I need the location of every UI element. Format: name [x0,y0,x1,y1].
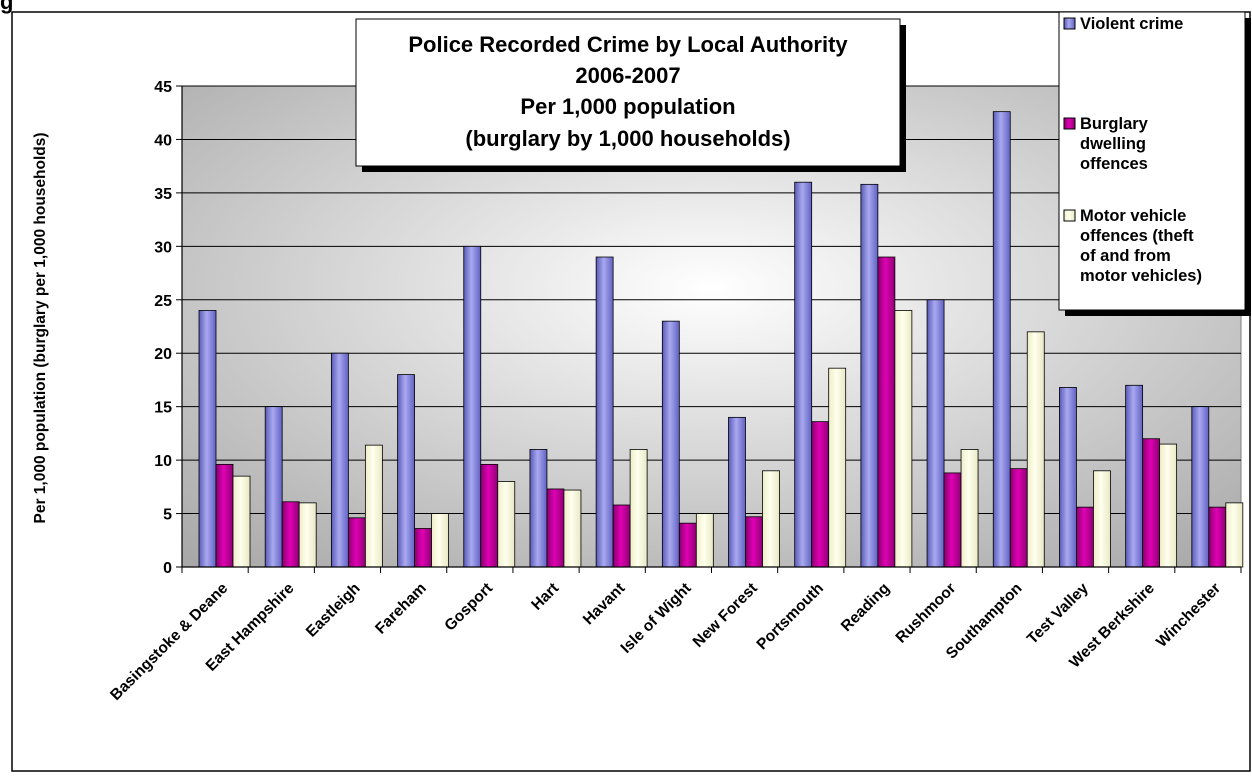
bar-motor [828,367,847,568]
legend-swatch-violent [1063,17,1076,30]
bar-violent [264,406,283,568]
bar-burglary [678,522,697,568]
bar-violent [794,181,813,568]
bar-burglary [877,256,896,568]
bar-burglary [546,488,565,568]
legend-label-burglary: Burglary [1080,115,1149,133]
legend-label-motor: offences (theft [1080,227,1194,245]
bar-burglary [612,504,631,568]
y-axis-label: Per 1,000 population (burglary per 1,000… [32,132,49,523]
bar-violent [463,245,482,568]
y-tick-label: 15 [154,400,172,417]
chart-title-line-4: (burglary by 1,000 households) [465,126,790,151]
bar-violent [330,352,349,568]
y-tick-label: 45 [154,79,172,96]
bar-motor [563,489,582,568]
bar-motor [497,481,516,568]
chart-title-box: Police Recorded Crime by Local Authority… [355,18,906,172]
bar-burglary [1142,438,1161,568]
bar-motor [1225,502,1244,568]
y-tick-label: 25 [154,293,172,310]
bar-motor [960,449,979,568]
legend-label-burglary: dwelling [1080,135,1146,153]
bar-motor [762,470,780,568]
bar-motor [431,513,449,568]
y-tick-label: 30 [154,239,172,256]
bar-violent [860,183,879,568]
bar-violent [529,449,548,568]
bar-burglary [281,501,300,568]
legend: Violent crime Burglary dwelling offences Mot… [1058,11,1251,316]
bar-burglary [1009,468,1028,568]
chart-title-line-3: Per 1,000 population [520,94,735,119]
bar-burglary [347,517,366,568]
legend-label-motor: motor vehicles) [1080,267,1202,285]
bar-burglary [414,528,432,568]
bar-motor [695,513,714,568]
legend-label-motor: of and from [1080,247,1171,265]
header-fragment: g [0,0,13,14]
bar-violent [1191,406,1210,568]
y-tick-label: 20 [154,346,172,363]
bar-burglary [480,463,499,568]
legend-swatch-burglary [1063,117,1076,130]
bar-violent [661,320,680,568]
chart-title-line-2: 2006-2007 [575,63,680,88]
bar-violent [728,416,746,568]
bar-burglary [1076,506,1094,568]
bar-motor [1093,470,1111,568]
bar-violent [992,111,1011,568]
axes [176,85,1242,573]
bar-violent [198,310,217,568]
y-tick-label: 35 [154,186,172,203]
bar-burglary [215,463,234,568]
bar-burglary [811,421,830,568]
legend-swatch-motor [1063,209,1076,222]
bar-burglary [745,516,763,568]
y-tick-label: 40 [154,132,172,149]
y-tick-labels: 0 5 10 15 20 25 30 35 40 45 [154,79,172,577]
legend-label-motor: Motor vehicle [1080,207,1186,225]
bar-violent [1059,387,1077,568]
bar-motor [894,310,913,568]
bar-motor [1026,331,1045,568]
bar-violent [1125,384,1144,568]
bar-motor [364,444,383,568]
bar-motor [1159,443,1178,568]
bar-violent [926,299,945,568]
bar-motor [298,502,317,568]
bar-burglary [1208,506,1227,568]
bar-violent [397,374,415,568]
y-tick-label: 5 [163,507,172,524]
bar-motor [232,475,251,568]
legend-label-violent: Violent crime [1080,15,1183,33]
bar-motor [629,449,648,568]
y-tick-label: 0 [163,560,172,577]
y-tick-label: 10 [154,453,172,470]
bars [198,111,1244,568]
bar-burglary [943,472,962,568]
bar-violent [595,256,614,568]
chart-title-line-1: Police Recorded Crime by Local Authority [408,32,848,57]
legend-label-burglary: offences [1080,155,1148,173]
